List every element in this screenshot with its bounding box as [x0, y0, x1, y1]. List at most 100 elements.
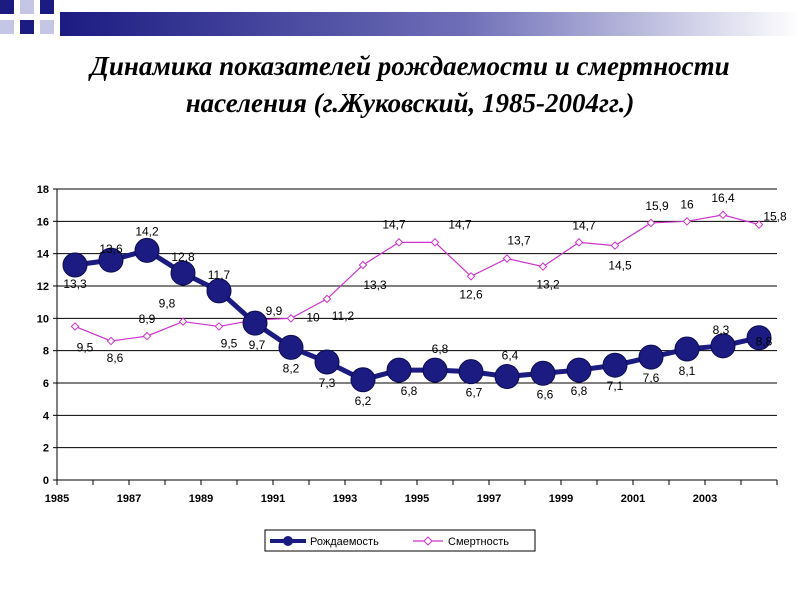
- data-label-births: 13,6: [99, 242, 123, 256]
- y-tick-label: 2: [43, 443, 49, 455]
- data-point-births: [170, 260, 196, 286]
- data-point-births: [242, 310, 268, 336]
- series-line-deaths: [74, 214, 760, 342]
- data-label-births: 9,7: [249, 338, 266, 352]
- data-label-births: 6,4: [502, 349, 519, 363]
- data-point-births: [674, 336, 700, 362]
- data-label-deaths: 12,6: [459, 287, 483, 301]
- data-point-births: [62, 252, 88, 278]
- title-line-2: населения (г.Жуковский, 1985-2004гг.): [185, 88, 635, 118]
- data-label-deaths: 10: [306, 310, 320, 324]
- page-title: Динамика показателей рождаемости и смерт…: [20, 48, 800, 122]
- data-point-births: [458, 359, 484, 385]
- data-point-deaths: [682, 217, 692, 226]
- data-label-births: 8,8: [756, 335, 773, 349]
- x-tick-label: 1993: [333, 493, 357, 505]
- y-tick-label: 14: [37, 249, 50, 261]
- data-label-births: 14,2: [135, 224, 159, 238]
- data-label-deaths: 8,9: [139, 312, 156, 326]
- data-label-deaths: 9,5: [77, 340, 94, 354]
- data-label-deaths: 14,7: [382, 217, 406, 231]
- data-point-deaths: [214, 322, 224, 331]
- y-tick-label: 18: [37, 184, 49, 196]
- data-point-deaths: [142, 331, 152, 341]
- y-tick-label: 4: [43, 410, 50, 422]
- data-point-deaths: [430, 238, 440, 247]
- data-point-deaths: [646, 218, 656, 228]
- data-point-deaths: [466, 271, 476, 281]
- data-label-deaths: 9,9: [266, 304, 283, 318]
- data-label-births: 6,2: [355, 394, 372, 408]
- data-point-deaths: [502, 254, 512, 263]
- data-label-births: 13,3: [63, 277, 87, 291]
- data-point-deaths: [538, 262, 548, 271]
- data-point-births: [746, 325, 772, 351]
- x-tick-label: 1999: [549, 493, 573, 505]
- data-label-births: 7,6: [643, 371, 660, 385]
- x-tick-label: 1991: [261, 493, 285, 505]
- y-tick-label: 16: [37, 216, 49, 228]
- data-label-births: 8,3: [713, 323, 730, 337]
- y-tick-label: 8: [43, 346, 49, 358]
- data-point-births: [206, 278, 232, 304]
- data-label-births: 6,8: [571, 384, 588, 398]
- y-tick-label: 6: [43, 378, 49, 390]
- y-tick-label: 10: [37, 313, 49, 325]
- data-point-births: [638, 344, 664, 370]
- data-point-births: [350, 367, 376, 393]
- data-label-births: 12,8: [171, 250, 195, 264]
- legend-marker-deaths: [423, 536, 433, 546]
- data-point-deaths: [322, 294, 332, 304]
- data-label-deaths: 9,5: [221, 336, 238, 350]
- data-point-births: [710, 333, 736, 359]
- data-point-deaths: [718, 210, 728, 220]
- data-label-births: 6,6: [537, 387, 554, 401]
- data-label-births: 8,2: [283, 361, 300, 375]
- data-point-deaths: [610, 241, 620, 250]
- data-label-deaths: 15,9: [645, 199, 669, 213]
- data-point-deaths: [286, 314, 296, 323]
- data-label-deaths: 9,8: [159, 297, 176, 311]
- data-point-births: [278, 334, 304, 360]
- x-tick-label: 1997: [477, 493, 501, 505]
- data-label-deaths: 16: [680, 197, 694, 211]
- data-label-deaths: 14,7: [572, 218, 596, 232]
- data-label-births: 6,7: [466, 386, 483, 400]
- data-label-deaths: 16,4: [711, 191, 735, 205]
- title-line-1: Динамика показателей рождаемости и смерт…: [90, 51, 730, 81]
- data-label-deaths: 15,8: [763, 210, 787, 224]
- x-tick-label: 1985: [45, 493, 69, 505]
- data-label-deaths: 8,6: [107, 351, 124, 365]
- data-point-births: [134, 237, 160, 263]
- data-point-deaths: [394, 238, 404, 247]
- data-label-births: 11,7: [208, 268, 231, 282]
- data-label-deaths: 14,7: [448, 217, 472, 231]
- data-label-births: 8,1: [679, 364, 696, 378]
- data-point-deaths: [358, 260, 368, 270]
- data-label-deaths: 11,2: [332, 309, 355, 323]
- data-point-births: [314, 349, 340, 375]
- data-label-births: 6,8: [432, 342, 449, 356]
- legend-label-deaths: Смертность: [448, 536, 509, 548]
- data-point-deaths: [178, 317, 188, 326]
- data-point-births: [530, 360, 556, 386]
- data-point-births: [566, 357, 592, 383]
- data-point-deaths: [106, 336, 116, 346]
- legend-marker-births: [283, 536, 293, 546]
- x-tick-label: 1995: [405, 493, 429, 505]
- y-tick-label: 0: [43, 475, 49, 487]
- y-tick-label: 12: [37, 281, 49, 293]
- header-decoration: [0, 0, 800, 36]
- data-point-births: [386, 357, 412, 383]
- data-point-deaths: [70, 322, 80, 331]
- data-label-births: 7,1: [607, 379, 624, 393]
- data-label-deaths: 13,7: [507, 234, 531, 248]
- x-tick-label: 1987: [117, 493, 141, 505]
- data-point-births: [422, 357, 448, 383]
- x-tick-label: 2001: [621, 493, 645, 505]
- data-point-deaths: [754, 220, 764, 229]
- data-point-births: [494, 364, 520, 390]
- data-point-births: [98, 247, 124, 273]
- data-label-births: 7,3: [319, 376, 336, 390]
